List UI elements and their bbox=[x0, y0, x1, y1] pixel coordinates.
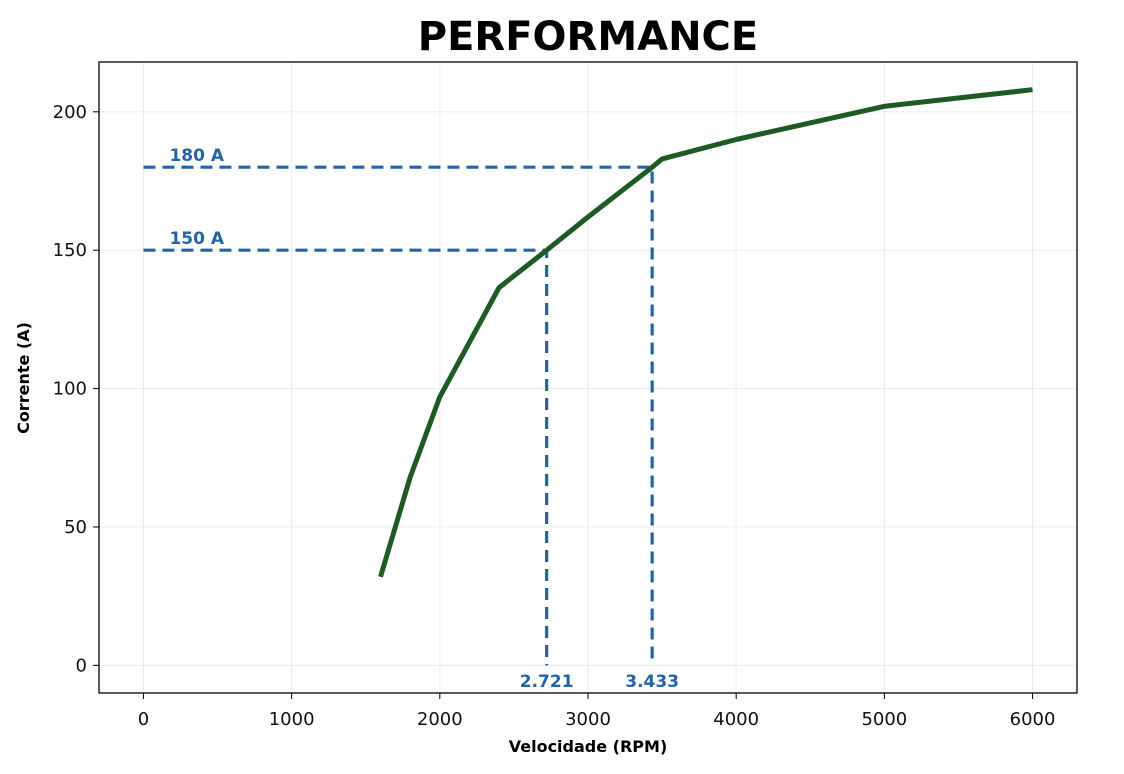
x-tick-label: 2000 bbox=[417, 709, 463, 730]
reference-x-label: 3.433 bbox=[625, 672, 679, 692]
series-layer bbox=[378, 87, 1033, 578]
reference-y-label: 150 A bbox=[169, 229, 224, 249]
y-tick-label: 200 bbox=[53, 102, 87, 123]
reference-line bbox=[143, 165, 654, 666]
annotation-labels: 180 A 3.433 150 A 2.721 bbox=[169, 146, 679, 692]
x-tick-label: 4000 bbox=[713, 709, 759, 730]
x-tick-label: 3000 bbox=[565, 709, 611, 730]
y-tick-label: 150 bbox=[53, 240, 87, 261]
y-tick-label: 0 bbox=[76, 655, 87, 676]
y-tick-label: 100 bbox=[53, 379, 87, 400]
chart-title: PERFORMANCE bbox=[418, 14, 759, 60]
x-tick-label: 0 bbox=[138, 709, 149, 730]
current-series-line bbox=[378, 87, 1033, 578]
x-axis-label: Velocidade (RPM) bbox=[509, 737, 668, 756]
x-tick-label: 6000 bbox=[1010, 709, 1056, 730]
reference-y-label: 180 A bbox=[169, 146, 224, 166]
x-tick-label: 5000 bbox=[861, 709, 907, 730]
x-tick-label: 1000 bbox=[269, 709, 315, 730]
y-axis-label: Corrente (A) bbox=[14, 322, 33, 434]
reference-x-label: 2.721 bbox=[520, 672, 574, 692]
axis-ticks: 0 1000 2000 3000 4000 5000 6000 0 50 100 150 200 bbox=[53, 102, 1056, 730]
grid bbox=[99, 62, 1077, 693]
y-tick-label: 50 bbox=[64, 517, 87, 538]
